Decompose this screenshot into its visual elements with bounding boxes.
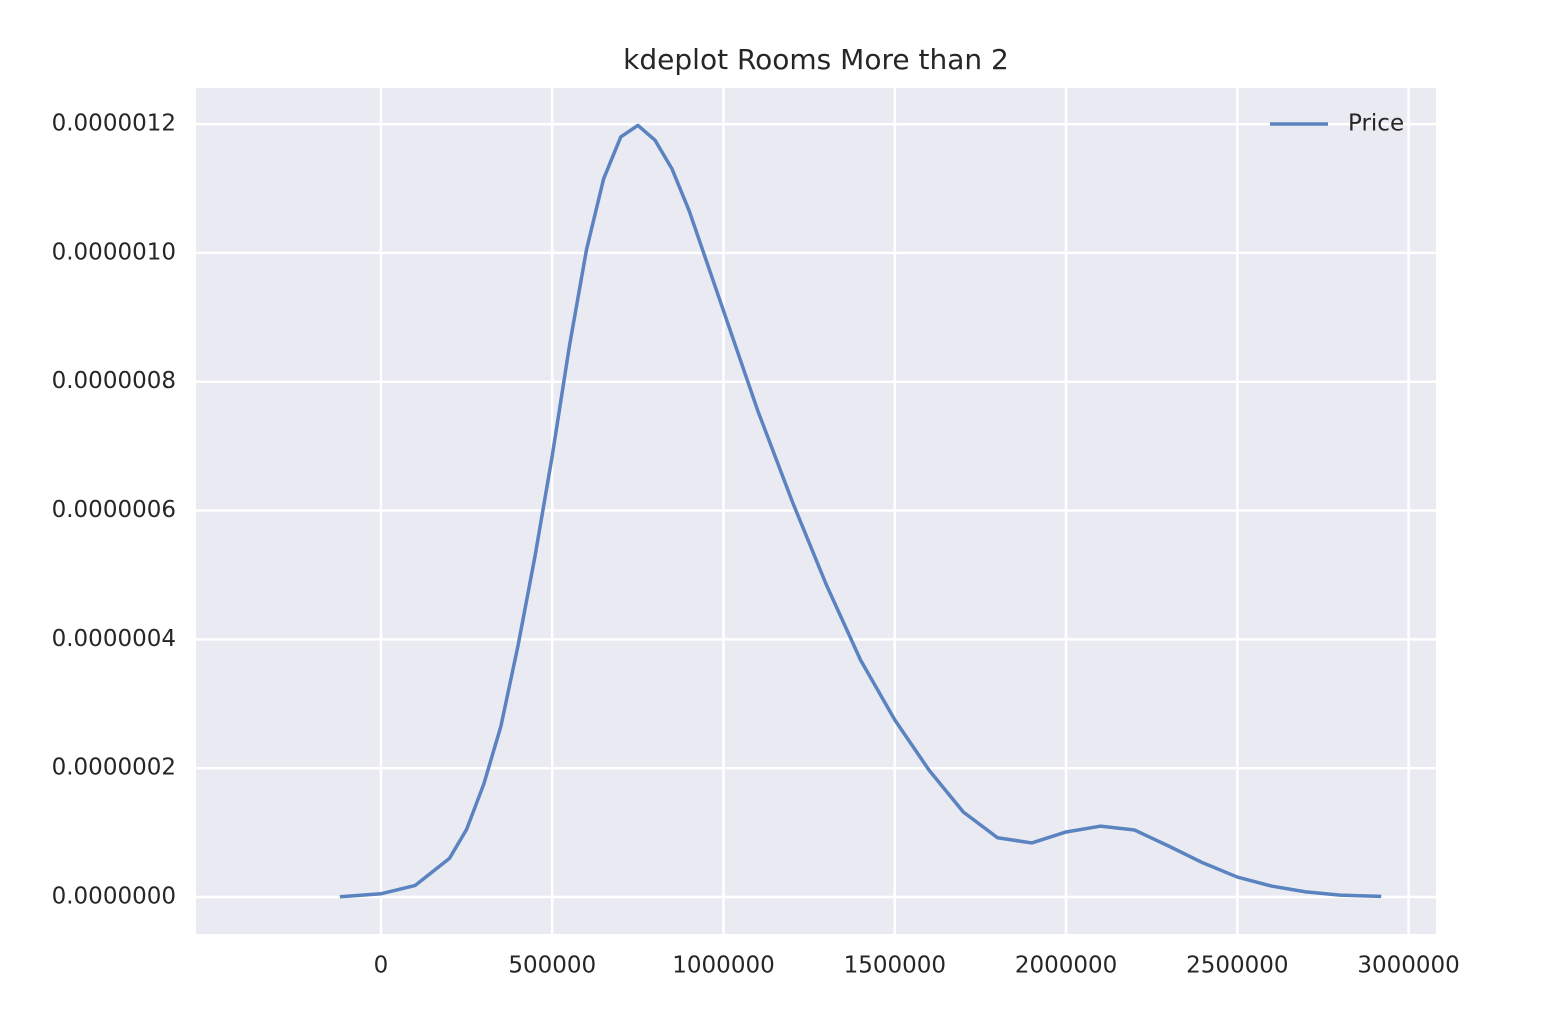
y-tick-label: 0.0000006 [52, 497, 176, 523]
x-tick-label: 1000000 [672, 953, 774, 979]
x-tick-label: 3000000 [1357, 953, 1459, 979]
x-tick-label: 0 [374, 953, 389, 979]
x-tick-label: 2500000 [1186, 953, 1288, 979]
y-tick-label: 0.0000004 [52, 626, 176, 652]
y-tick-label: 0.0000010 [52, 239, 176, 265]
legend-label: Price [1348, 111, 1404, 137]
y-tick-label: 0.0000012 [52, 111, 176, 137]
chart-title: kdeplot Rooms More than 2 [623, 43, 1009, 76]
y-tick-label: 0.0000002 [52, 755, 176, 781]
x-tick-label: 2000000 [1015, 953, 1117, 979]
x-tick-label: 1500000 [844, 953, 946, 979]
line [339, 123, 1382, 899]
y-tick-label: 0.0000000 [52, 884, 176, 910]
y-tick-label: 0.0000008 [52, 368, 176, 394]
x-tick-label: 500000 [508, 953, 596, 979]
